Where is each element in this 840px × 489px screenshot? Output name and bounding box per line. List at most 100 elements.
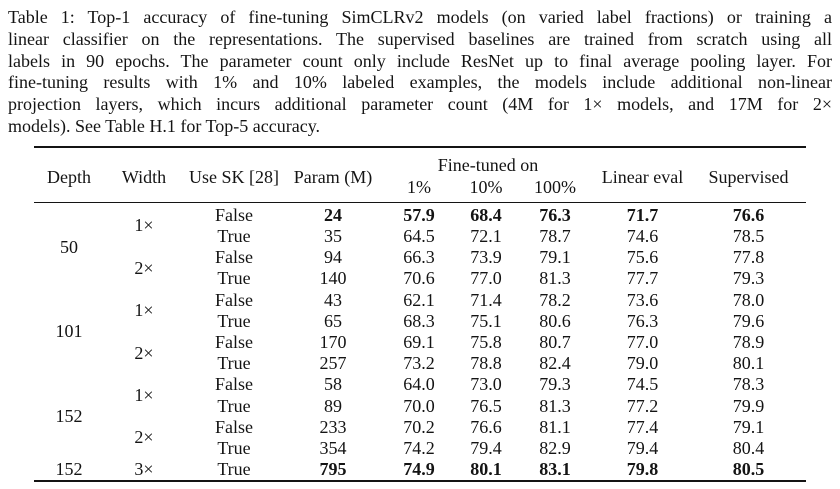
cell-use-sk: False (215, 204, 253, 225)
cell-supervised: 76.6 (732, 204, 765, 225)
cell-supervised: 80.5 (732, 459, 765, 480)
cell-width: 2× (134, 257, 154, 278)
cell-ft-100pct: 83.1 (539, 459, 571, 480)
cell-use-sk: False (215, 416, 253, 437)
cell-param: 35 (324, 226, 342, 247)
cell-use-sk: False (215, 289, 253, 310)
cell-use-sk: True (217, 459, 251, 480)
cell-linear-eval: 75.6 (626, 247, 659, 268)
table-row: True 89 70.0 76.5 81.3 77.2 79.9 (34, 395, 806, 416)
cell-width: 2× (134, 342, 154, 363)
cell-width: 2× (134, 427, 154, 448)
cell-depth: 50 (60, 236, 78, 257)
cell-width: 1× (134, 215, 154, 236)
cell-linear-eval: 77.2 (626, 395, 659, 416)
cell-linear-eval: 71.7 (626, 204, 659, 225)
cell-ft-10pct: 68.4 (470, 204, 502, 225)
cell-ft-1pct: 64.5 (403, 226, 435, 247)
cell-ft-10pct: 75.8 (470, 332, 502, 352)
cell-ft-10pct: 71.4 (470, 289, 502, 310)
cell-param: 170 (319, 332, 347, 352)
cell-ft-1pct: 74.9 (403, 459, 435, 480)
cell-ft-100pct: 82.4 (539, 353, 571, 374)
cell-ft-1pct: 68.3 (403, 310, 435, 331)
table-body: 50 1× False 24 57.9 68.4 76.3 71.7 76.6 … (34, 202, 806, 481)
header-use-sk: Use SK [28] (189, 167, 279, 188)
cell-linear-eval: 79.0 (626, 353, 659, 374)
header-ft-100pct: 100% (534, 177, 576, 198)
cell-param: 354 (319, 437, 347, 458)
table-row: 2× False 170 69.1 75.8 80.7 77.0 78.9 (34, 332, 806, 363)
cell-linear-eval: 74.5 (626, 374, 659, 395)
cell-ft-10pct: 72.1 (470, 226, 502, 247)
table-row: True 140 70.6 77.0 81.3 77.7 79.3 (34, 268, 806, 289)
cell-depth: 152 (55, 459, 83, 480)
cell-use-sk: True (217, 353, 251, 374)
cell-linear-eval: 77.7 (626, 268, 659, 289)
cell-supervised: 78.5 (732, 226, 765, 247)
header-depth: Depth (47, 167, 91, 188)
cell-ft-10pct: 80.1 (470, 459, 502, 480)
caption-line-6: models). See Table H.1 for Top-5 accurac… (8, 115, 321, 136)
header-ft-10pct: 10% (469, 177, 503, 198)
table-row: 101 1× False 43 62.1 71.4 78.2 73.6 78.0 (34, 289, 806, 342)
table-row: True 354 74.2 79.4 82.9 79.4 80.4 (34, 438, 806, 459)
table-row: True 35 64.5 72.1 78.7 74.6 78.5 (34, 226, 806, 247)
cell-param: 65 (324, 310, 342, 331)
header-fine-tuned-on: Fine-tuned on (437, 154, 539, 175)
table-row: 2× False 233 70.2 76.6 81.1 77.4 79.1 (34, 416, 806, 448)
table-row: 2× False 94 66.3 73.9 79.1 75.6 77.8 (34, 247, 806, 278)
cell-supervised: 79.1 (732, 416, 765, 437)
cell-ft-1pct: 64.0 (403, 374, 435, 395)
table-row: 152 1× False 58 64.0 73.0 79.3 74.5 78.3 (34, 374, 806, 426)
cell-ft-10pct: 75.1 (470, 310, 502, 331)
caption-line-5: projection layers, which incurs addition… (8, 94, 832, 115)
cell-supervised: 79.6 (732, 310, 765, 331)
cell-ft-100pct: 81.1 (539, 416, 571, 437)
cell-width: 1× (134, 300, 154, 321)
cell-ft-1pct: 73.2 (403, 353, 435, 374)
cell-use-sk: False (215, 247, 253, 268)
cell-width: 3× (134, 459, 154, 480)
cell-linear-eval: 73.6 (626, 289, 659, 310)
cell-linear-eval: 74.6 (626, 226, 659, 247)
cell-ft-10pct: 73.0 (470, 374, 502, 395)
results-table: Depth Width Use SK [28] Param (M) Fine-t… (34, 145, 806, 483)
cell-ft-1pct: 70.6 (403, 268, 435, 289)
caption-line-2: linear classifier on the representations… (8, 28, 832, 49)
cell-ft-1pct: 62.1 (403, 289, 435, 310)
cell-supervised: 78.3 (732, 374, 765, 395)
caption-line-4: fine-tuning results with 1% and 10% labe… (8, 72, 832, 93)
cell-param: 94 (324, 247, 342, 268)
cell-use-sk: True (217, 437, 251, 458)
cell-param: 24 (324, 204, 342, 225)
cell-ft-100pct: 80.6 (539, 310, 571, 331)
cell-depth: 152 (55, 406, 83, 427)
cell-ft-100pct: 81.3 (539, 395, 571, 416)
table-caption: Table 1: Top-1 accuracy of fine-tuning S… (8, 7, 832, 138)
cell-supervised: 78.9 (732, 332, 765, 352)
cell-use-sk: False (215, 374, 253, 395)
table-row: 152 3× True 795 74.9 80.1 83.1 79.8 80.5 (34, 459, 806, 481)
cell-param: 43 (324, 289, 342, 310)
cell-param: 795 (319, 459, 347, 480)
caption-line-1: Table 1: Top-1 accuracy of fine-tuning S… (8, 7, 832, 27)
cell-ft-100pct: 79.3 (539, 374, 571, 395)
cell-linear-eval: 77.4 (626, 416, 659, 437)
cell-ft-1pct: 70.2 (403, 416, 435, 437)
cell-ft-100pct: 80.7 (539, 332, 571, 352)
cell-ft-10pct: 77.0 (470, 268, 502, 289)
table-row: True 65 68.3 75.1 80.6 76.3 79.6 (34, 311, 806, 332)
cell-supervised: 80.4 (732, 437, 765, 458)
cell-use-sk: True (217, 395, 251, 416)
table-header: Depth Width Use SK [28] Param (M) Fine-t… (34, 147, 806, 203)
table-row: 50 1× False 24 57.9 68.4 76.3 71.7 76.6 (34, 202, 806, 257)
cell-supervised: 79.9 (732, 395, 765, 416)
cell-param: 140 (319, 268, 347, 289)
caption-line-3: labels in 90 epochs. The parameter count… (8, 50, 832, 71)
cell-ft-100pct: 79.1 (539, 247, 571, 268)
cell-ft-1pct: 74.2 (403, 437, 435, 458)
cell-use-sk: True (217, 310, 251, 331)
cell-ft-100pct: 78.2 (539, 289, 571, 310)
